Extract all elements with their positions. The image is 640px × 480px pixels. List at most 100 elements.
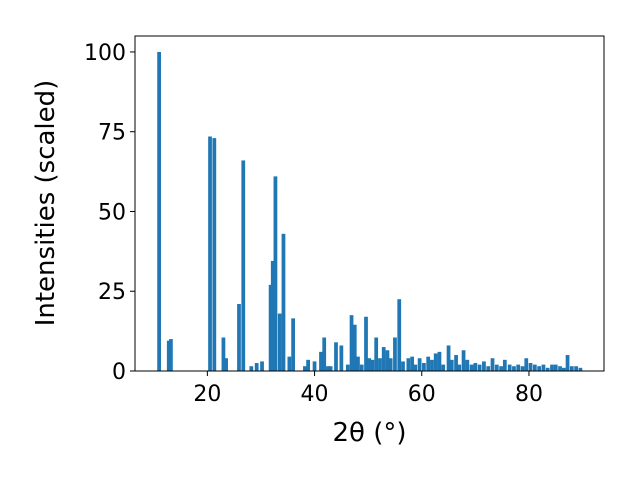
bar <box>561 367 566 371</box>
bar <box>260 361 264 371</box>
bar <box>237 304 241 371</box>
bar <box>507 364 512 371</box>
y-axis-ticks: 0 25 50 75 100 <box>84 41 135 385</box>
x-tick-label: 40 <box>301 382 329 407</box>
bar <box>291 318 295 371</box>
bar <box>241 160 246 371</box>
bar <box>401 361 405 371</box>
bar <box>166 340 171 371</box>
bar <box>520 366 525 371</box>
bar <box>367 358 372 371</box>
bar <box>388 358 393 371</box>
bar <box>364 316 368 371</box>
bar <box>169 339 173 371</box>
bar <box>433 353 438 371</box>
bar <box>221 337 226 371</box>
bar <box>328 366 333 371</box>
bar <box>254 363 259 371</box>
bar <box>378 358 382 371</box>
bar <box>537 366 542 371</box>
bar <box>553 364 558 371</box>
bar <box>486 366 491 371</box>
bar <box>473 363 478 371</box>
bar <box>422 363 426 371</box>
bar <box>303 366 307 371</box>
y-tick-label: 25 <box>98 280 126 305</box>
x-axis-ticks: 20 40 60 80 <box>193 371 543 407</box>
bar <box>397 299 402 371</box>
bar <box>469 364 474 371</box>
bar <box>516 364 521 371</box>
bar <box>359 364 364 371</box>
bar <box>393 337 397 371</box>
y-tick-label: 100 <box>84 41 126 66</box>
bar <box>457 364 462 371</box>
y-tick-label: 75 <box>98 121 126 146</box>
bar <box>461 350 466 371</box>
plot-frame <box>134 35 605 372</box>
bar <box>312 361 317 371</box>
bar <box>374 337 379 371</box>
bar <box>356 356 360 371</box>
bar <box>528 363 533 371</box>
bar <box>277 313 282 371</box>
bar <box>224 358 228 371</box>
bar <box>334 342 338 371</box>
bar <box>430 359 434 371</box>
bar <box>550 364 554 371</box>
bar <box>212 138 217 371</box>
bar <box>545 367 550 371</box>
bar <box>281 233 286 371</box>
bar <box>322 337 327 371</box>
bar <box>532 364 537 371</box>
x-tick-label: 60 <box>408 382 436 407</box>
bar <box>446 345 451 371</box>
y-axis-label: Intensities (scaled) <box>31 80 61 327</box>
bar <box>558 366 562 371</box>
bar <box>345 364 350 371</box>
bar <box>449 359 454 371</box>
y-tick-label: 0 <box>112 360 126 385</box>
bar <box>541 364 546 371</box>
bar <box>339 345 344 371</box>
bar <box>270 260 275 371</box>
bar <box>410 356 414 371</box>
bar <box>465 359 470 371</box>
bar <box>157 51 161 371</box>
bar <box>319 351 323 371</box>
bar <box>454 355 458 371</box>
x-tick-label: 20 <box>193 382 221 407</box>
bar <box>499 366 503 371</box>
bar <box>512 366 516 371</box>
bar <box>524 358 529 371</box>
bar <box>413 364 418 371</box>
bar <box>352 324 357 371</box>
bar <box>370 359 375 371</box>
bar <box>417 358 422 371</box>
bar <box>273 176 278 371</box>
bar <box>574 366 578 371</box>
bar <box>578 367 583 371</box>
bars-group <box>157 51 583 371</box>
bar <box>326 366 330 371</box>
bar <box>494 364 499 371</box>
bar <box>565 355 570 371</box>
bar <box>349 315 354 371</box>
y-tick-label: 50 <box>98 200 126 225</box>
bar <box>437 351 442 371</box>
bar <box>306 359 310 371</box>
bar <box>208 136 212 371</box>
bar <box>441 364 446 371</box>
bar <box>490 358 495 371</box>
bar <box>381 347 386 371</box>
bar <box>569 366 574 371</box>
x-tick-label: 80 <box>515 382 543 407</box>
bar <box>287 356 292 371</box>
bar <box>482 361 486 371</box>
bar <box>249 366 254 371</box>
bar <box>426 356 431 371</box>
bar <box>385 350 390 371</box>
bar <box>268 284 273 371</box>
bar <box>406 358 411 371</box>
